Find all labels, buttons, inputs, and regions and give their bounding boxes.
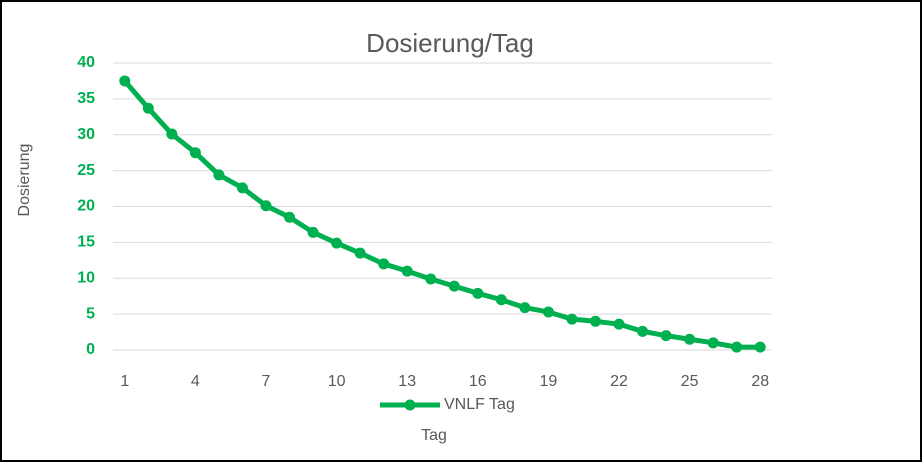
marker [707,337,719,349]
x-tick-label: 10 [328,373,346,390]
y-tick-label: 25 [77,162,95,179]
x-tick-label: 1 [120,373,129,390]
x-tick-label: 25 [681,373,699,390]
marker [307,226,319,238]
marker [589,315,601,327]
marker [613,318,625,330]
y-tick-label: 20 [77,198,95,215]
y-tick-label: 10 [77,269,95,286]
marker [637,325,649,337]
x-tick-label: 4 [191,373,200,390]
x-tick-label: 7 [262,373,271,390]
x-tick-label: 16 [469,373,487,390]
marker [213,169,225,181]
marker [425,273,437,285]
marker [684,333,696,345]
marker [754,341,766,353]
marker [260,200,272,212]
x-tick-label: 28 [751,373,769,390]
chart-title: Dosierung/Tag [366,28,534,58]
y-tick-label: 5 [86,305,95,322]
marker [166,128,178,140]
y-tick-label: 35 [77,90,95,107]
marker [731,341,743,353]
y-tick-label: 0 [86,341,95,358]
x-axis-label: Tag [421,427,447,444]
legend-label: VNLF Tag [444,396,515,413]
marker [401,265,413,277]
marker [284,211,296,223]
y-tick-label: 15 [77,234,95,251]
marker [566,313,578,325]
marker [660,330,672,342]
marker [331,237,343,249]
marker [448,280,460,292]
marker [354,247,366,259]
line [122,79,761,350]
marker [119,75,131,87]
marker [519,302,531,314]
legend-marker [404,399,416,411]
marker [495,294,507,306]
y-axis-label: Dosierung [16,144,33,217]
marker [378,258,390,270]
y-tick-label: 40 [77,54,95,71]
marker [542,306,554,318]
x-tick-label: 19 [540,373,558,390]
y-tick-label: 30 [77,126,95,143]
marker [189,147,201,159]
marker [472,287,484,299]
x-tick-label: 22 [610,373,628,390]
marker [142,102,154,114]
marker [236,182,248,194]
x-tick-label: 13 [398,373,416,390]
